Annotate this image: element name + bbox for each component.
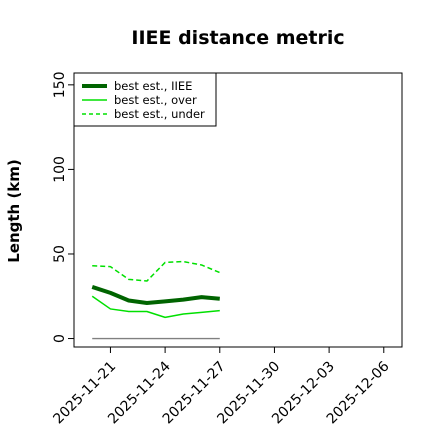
- legend-label: best est., over: [114, 93, 197, 107]
- series-layer: [91, 260, 221, 340]
- y-axis-label: Length (km): [5, 159, 23, 263]
- y-tick-label: 0: [52, 334, 68, 343]
- series-line-1: [91, 295, 220, 319]
- series-line-0: [91, 285, 220, 306]
- y-tick-label: 150: [52, 71, 68, 98]
- legend-label: best est., IIEE: [114, 79, 192, 93]
- y-axis: 0 50 100 150: [52, 71, 74, 343]
- series-line-2: [92, 260, 221, 282]
- y-tick-label: 100: [52, 156, 68, 183]
- y-tick-label: 50: [52, 245, 68, 263]
- legend-label: best est., under: [114, 107, 205, 121]
- chart-title: IIEE distance metric: [131, 27, 344, 49]
- x-axis: 2025-11-212025-11-242025-11-272025-11-30…: [50, 347, 393, 427]
- plot-area: [73, 72, 403, 348]
